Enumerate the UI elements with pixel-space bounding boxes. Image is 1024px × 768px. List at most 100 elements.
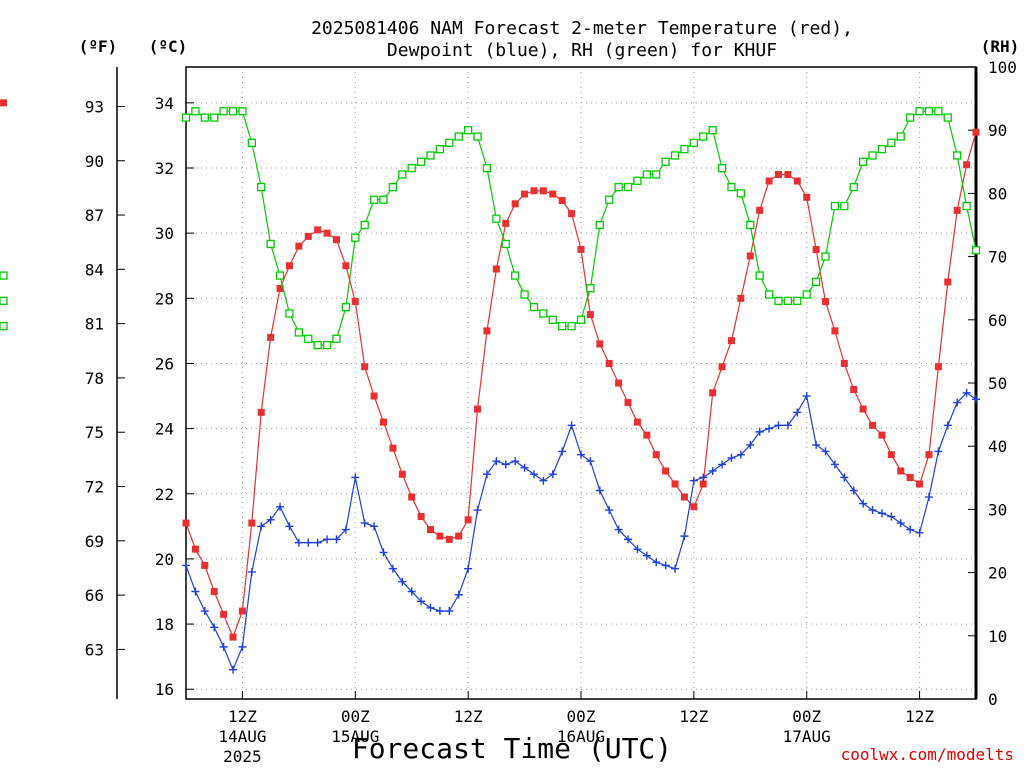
- rh-point: [595, 220, 604, 230]
- rh-point: [915, 107, 924, 116]
- chart-title-line2: Dewpoint (blue), RH (green) for KHUF: [387, 40, 777, 61]
- dewpoint-point: [191, 587, 200, 596]
- dewpoint-point: [492, 457, 501, 466]
- temperature-point: [483, 327, 491, 335]
- celsius-unit-label: (ºC): [149, 37, 188, 56]
- dewpoint-point: [407, 587, 416, 596]
- rh-point: [699, 132, 708, 141]
- rh-point: [906, 113, 915, 122]
- temperature-point: [220, 610, 228, 618]
- dewpoint-point: [219, 642, 228, 651]
- x-tick-label: 00Z: [792, 707, 821, 726]
- temperature-point: [850, 386, 858, 394]
- rh-point: [934, 107, 943, 116]
- rh-point: [605, 195, 614, 204]
- dewpoint-point: [652, 558, 661, 567]
- temperature-point: [370, 392, 378, 400]
- credit-link[interactable]: coolwx.com/modelts: [841, 745, 1014, 764]
- temperature-point: [445, 535, 453, 543]
- dewpoint-point: [661, 561, 670, 570]
- dewpoint-point: [548, 470, 557, 479]
- dewpoint-point: [859, 499, 868, 508]
- rh-point: [614, 182, 623, 192]
- temperature-point: [944, 278, 952, 286]
- temperature-point: [295, 242, 303, 250]
- dewpoint-point: [360, 519, 369, 528]
- temperature-point: [389, 444, 397, 452]
- rh-point: [473, 132, 482, 141]
- dewpoint-point: [539, 476, 548, 485]
- rh-point: [774, 296, 783, 305]
- dewpoint-point: [247, 567, 256, 576]
- rh-point: [896, 132, 905, 141]
- temperature-point: [671, 480, 679, 488]
- fahrenheit-unit-label: (ºF): [79, 37, 118, 56]
- dewpoint-point: [454, 590, 463, 599]
- dewpoint-point: [341, 525, 350, 534]
- x-tick-label: 00Z: [341, 707, 370, 726]
- rh-tick-label: 10: [988, 627, 1007, 646]
- x-tick-label: 12Z: [228, 707, 257, 726]
- rh-point: [210, 113, 219, 122]
- temperature-point: [652, 451, 660, 459]
- temperature-point: [361, 363, 369, 371]
- rh-point: [379, 195, 388, 204]
- rh-point: [924, 107, 934, 116]
- fahrenheit-tick-label: 66: [85, 586, 104, 605]
- temperature-point: [408, 493, 416, 501]
- rh-point: [793, 296, 802, 305]
- dewpoint-point: [849, 486, 858, 495]
- rh-point: [501, 239, 510, 249]
- dewpoint-point: [520, 463, 529, 472]
- dewpoint-point: [276, 502, 285, 511]
- temperature-point: [248, 519, 256, 527]
- temperature-point: [765, 177, 773, 185]
- rh-point: [849, 182, 858, 192]
- dewpoint-point: [313, 538, 322, 547]
- fahrenheit-tick-label: 72: [85, 478, 104, 497]
- dewpoint-point: [689, 476, 698, 485]
- rh-point: [228, 107, 238, 116]
- fahrenheit-tick-label: 63: [85, 640, 104, 659]
- rh-point: [642, 170, 651, 179]
- temperature-point: [427, 526, 435, 534]
- temperature-point: [257, 408, 265, 416]
- rh-point: [858, 157, 868, 166]
- rh-point: [623, 182, 633, 192]
- temperature-point: [615, 379, 623, 387]
- rh-point: [313, 340, 322, 350]
- rh-point: [238, 107, 247, 116]
- dewpoint-point: [229, 665, 238, 674]
- temperature-point: [727, 337, 735, 345]
- dewpoint-point: [727, 453, 736, 462]
- temperature-point: [746, 252, 754, 260]
- temperature-point: [314, 226, 322, 234]
- dewpoint-point: [210, 623, 219, 632]
- temperature-point: [831, 327, 839, 335]
- temperature-point: [0, 99, 7, 107]
- temperature-point: [859, 405, 867, 413]
- fahrenheit-tick-label: 93: [85, 97, 104, 116]
- dewpoint-point: [972, 395, 980, 404]
- fahrenheit-tick-label: 84: [85, 260, 104, 279]
- dewpoint-point: [906, 525, 915, 534]
- temperature-point: [182, 519, 190, 527]
- celsius-tick-label: 28: [155, 289, 174, 308]
- dewpoint-point: [821, 447, 830, 456]
- dewpoint-point: [482, 470, 491, 479]
- temperature-point: [521, 190, 529, 198]
- temperature-point: [229, 633, 237, 641]
- dewpoint-point: [426, 603, 435, 612]
- temperature-point: [398, 470, 406, 478]
- temperature-point: [267, 333, 275, 341]
- rh-point: [416, 157, 426, 166]
- temperature-point: [502, 219, 510, 227]
- rh-point: [727, 182, 736, 192]
- rh-point: [445, 138, 454, 147]
- rh-tick-label: 60: [988, 311, 1007, 330]
- rh-point: [830, 201, 840, 211]
- dewpoint-point: [642, 551, 651, 560]
- temperature-point: [878, 431, 886, 439]
- fahrenheit-tick-label: 90: [85, 152, 104, 171]
